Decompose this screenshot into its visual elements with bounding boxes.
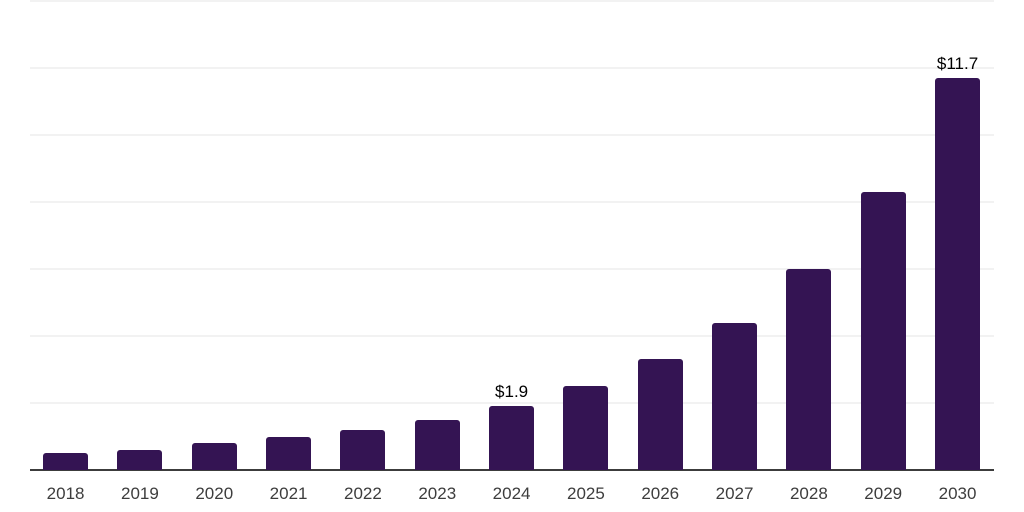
bar-2024 — [489, 406, 535, 470]
bar-2020 — [191, 443, 237, 470]
x-tick-label-2023: 2023 — [418, 484, 457, 503]
bar-value-label-2024: $1.9 — [495, 382, 529, 402]
x-tick-label-2025: 2025 — [566, 484, 605, 503]
bar-2021 — [266, 436, 312, 470]
x-tick-label-2028: 2028 — [789, 484, 828, 503]
gridline-14 — [30, 0, 994, 2]
x-tick-label-2018: 2018 — [46, 484, 85, 503]
bar-2027 — [712, 322, 758, 470]
gridline-8 — [30, 201, 994, 203]
bar-2028 — [786, 269, 832, 470]
plot-area: $1.9 $11.7 — [30, 0, 994, 471]
x-tick-label-2021: 2021 — [269, 484, 308, 503]
x-tick-label-2020: 2020 — [195, 484, 234, 503]
x-tick-label-2026: 2026 — [641, 484, 680, 503]
bar-2023 — [414, 419, 460, 470]
bar-2019 — [117, 449, 163, 470]
bar-2029 — [860, 191, 906, 470]
gridline-6 — [30, 268, 994, 270]
x-tick-label-2022: 2022 — [343, 484, 382, 503]
gridline-10 — [30, 134, 994, 136]
bar-2026 — [637, 359, 683, 470]
x-tick-label-2019: 2019 — [121, 484, 159, 503]
x-tick-label-2024: 2024 — [492, 484, 531, 503]
x-axis-line — [30, 469, 994, 471]
x-tick-label-2027: 2027 — [715, 484, 754, 503]
bar-2030 — [935, 78, 981, 470]
x-tick-label-2029: 2029 — [864, 484, 903, 503]
gridline-4 — [30, 335, 994, 337]
gridline-2 — [30, 402, 994, 404]
bar-2018 — [43, 453, 89, 470]
bar-value-label-2030: $11.7 — [936, 54, 979, 74]
bar-2022 — [340, 429, 386, 470]
x-tick-label-2030: 2030 — [938, 484, 977, 503]
bar-2025 — [563, 386, 609, 470]
gridline-12 — [30, 67, 994, 69]
